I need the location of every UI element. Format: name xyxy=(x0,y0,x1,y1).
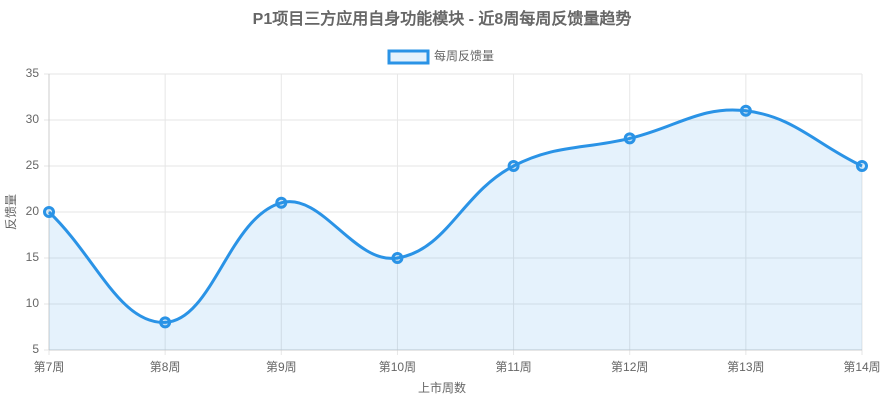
y-tick-label: 35 xyxy=(26,66,40,80)
chart-title: P1项目三方应用自身功能模块 - 近8周每周反馈量趋势 xyxy=(253,9,632,28)
y-axis-title: 反馈量 xyxy=(4,194,18,230)
point xyxy=(507,160,520,172)
y-tick-label: 15 xyxy=(26,250,40,264)
point xyxy=(43,206,55,218)
legend-swatch xyxy=(387,49,430,65)
y-tick-label: 10 xyxy=(26,296,40,310)
x-tick-label: 第12周 xyxy=(611,360,648,374)
x-tick-label: 第7周 xyxy=(34,360,65,374)
x-tick-label: 第11周 xyxy=(495,360,531,374)
point xyxy=(391,252,404,264)
x-tick-label: 第13周 xyxy=(727,360,764,374)
x-tick-label: 第10周 xyxy=(379,360,416,374)
x-tick-label: 第9周 xyxy=(266,360,297,374)
point xyxy=(623,132,636,145)
x-tick-label: 第14周 xyxy=(843,360,880,374)
y-tick-label: 20 xyxy=(26,204,40,218)
y-tick-label: 30 xyxy=(26,112,40,126)
area xyxy=(49,109,862,351)
legend-label: 每周反馈量 xyxy=(434,48,494,63)
x-axis-title: 上市周数 xyxy=(418,380,466,395)
point xyxy=(159,316,172,329)
point xyxy=(739,104,752,117)
x-tick-label: 第8周 xyxy=(150,360,181,374)
y-tick-label: 25 xyxy=(26,158,40,172)
point xyxy=(856,160,868,172)
point xyxy=(275,196,288,209)
y-tick-label: 5 xyxy=(32,342,39,356)
